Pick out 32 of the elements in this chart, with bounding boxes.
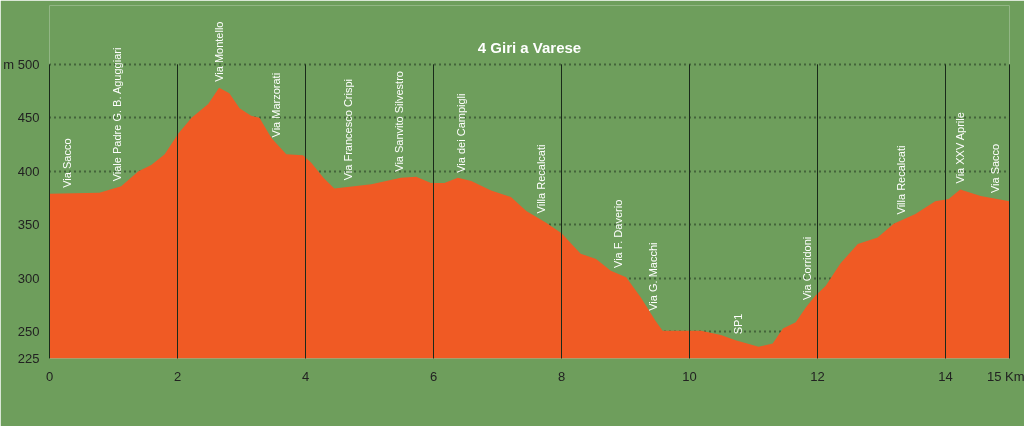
x-tick-label: 10 xyxy=(682,368,697,384)
annotation: Viale Padre G. B. Aguggiari xyxy=(110,47,123,182)
annotation: Villa Recalcati xyxy=(535,144,548,214)
annotation: Via F. Daverio xyxy=(611,199,624,268)
x-tick-label: 0 xyxy=(45,368,54,384)
y-tick-label: 450 xyxy=(17,110,40,126)
y-tick-label: 400 xyxy=(17,163,40,179)
annotation: Via Montello xyxy=(213,21,226,82)
x-tick-label: 4 xyxy=(301,368,310,384)
x-tick-label: 6 xyxy=(429,368,438,384)
annotation: Via Francesco Crispi xyxy=(342,79,355,181)
annotation: Villa Recalcati xyxy=(894,145,907,215)
text: 4 Giri a Varese xyxy=(477,39,582,57)
y-tick-label: 225 xyxy=(17,351,40,366)
x-tick-label: 14 xyxy=(938,368,953,384)
annotation: Via Corridoni xyxy=(800,236,813,301)
annotation: Via Sacco xyxy=(60,138,73,188)
annotation: Via dei Campigli xyxy=(455,93,468,173)
y-tick-label: 350 xyxy=(17,217,40,233)
annotation: Via Marzorati xyxy=(270,72,283,138)
annotation: SP1 xyxy=(731,313,744,335)
y-tick-label: m 500 xyxy=(3,56,40,72)
y-tick-label: 300 xyxy=(17,270,40,286)
annotation: Via Sacco xyxy=(989,143,1002,194)
x-tick-label: 2 xyxy=(173,368,182,384)
annotation: Via G. Macchi xyxy=(647,242,660,311)
annotation: Via XXV Aprile xyxy=(954,112,967,184)
x-tick-label: 15 Km xyxy=(986,368,1024,384)
x-tick-label: 12 xyxy=(810,368,825,384)
y-tick-label: 250 xyxy=(17,324,40,340)
annotation: Via Sanvito Silvestro xyxy=(392,71,405,172)
x-tick-label: 8 xyxy=(557,368,566,384)
